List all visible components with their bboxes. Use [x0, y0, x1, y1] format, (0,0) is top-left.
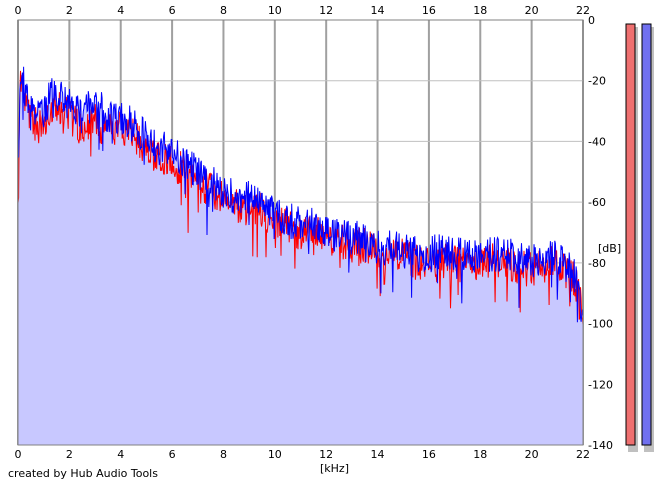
x-tick-label-bottom: 8	[220, 448, 227, 461]
x-tick-label-top: 8	[220, 4, 227, 17]
x-tick-label-bottom: 4	[117, 448, 124, 461]
y-axis-label: [dB]	[598, 242, 621, 255]
series-line-1	[17, 66, 584, 323]
x-tick-label-bottom: 10	[268, 448, 282, 461]
series-lines	[17, 66, 584, 325]
credit-text: created by Hub Audio Tools	[8, 467, 158, 480]
y-tick-label: -140	[588, 439, 613, 452]
x-tick-label-bottom: 20	[525, 448, 539, 461]
x-tick-label-bottom: 0	[15, 448, 22, 461]
x-ticks-bottom: 0 2 4 6 8 10 12 14 16 18 20 22	[15, 448, 591, 461]
plot-border	[17, 19, 584, 446]
x-tick-label-top: 22	[576, 4, 590, 17]
x-tick-label-top: 12	[319, 4, 333, 17]
level-meters	[625, 23, 654, 452]
x-tick-label-bottom: 18	[473, 448, 487, 461]
y-tick-label: -80	[588, 257, 606, 270]
level-meter-bar	[641, 23, 652, 446]
x-tick-label-bottom: 14	[371, 448, 385, 461]
y-tick-label: 0	[588, 14, 595, 27]
y-tick-label: -60	[588, 196, 606, 209]
x-tick-label-bottom: 6	[169, 448, 176, 461]
x-tick-label-top: 14	[371, 4, 385, 17]
x-tick-label-top: 0	[15, 4, 22, 17]
x-tick-label-top: 20	[525, 4, 539, 17]
y-tick-label: -20	[588, 75, 606, 88]
x-ticks-top: 0 2 4 6 8 10 12 14 16 18 20 22	[15, 4, 591, 17]
x-tick-label-top: 16	[422, 4, 436, 17]
y-tick-label: -120	[588, 378, 613, 391]
x-tick-label-top: 10	[268, 4, 282, 17]
x-tick-label-bottom: 22	[576, 448, 590, 461]
y-tick-label: -100	[588, 318, 613, 331]
x-tick-label-bottom: 12	[319, 448, 333, 461]
y-ticks: 0 -20 -40 -60 -80 -100 -120 -140	[588, 14, 613, 452]
x-tick-label-bottom: 2	[66, 448, 73, 461]
x-tick-label-bottom: 16	[422, 448, 436, 461]
x-tick-label-top: 4	[117, 4, 124, 17]
x-axis-label: [kHz]	[320, 462, 349, 475]
x-tick-label-top: 6	[169, 4, 176, 17]
x-tick-label-top: 2	[66, 4, 73, 17]
x-tick-label-top: 18	[473, 4, 487, 17]
level-meter-bar	[625, 23, 636, 446]
y-tick-label: -40	[588, 135, 606, 148]
